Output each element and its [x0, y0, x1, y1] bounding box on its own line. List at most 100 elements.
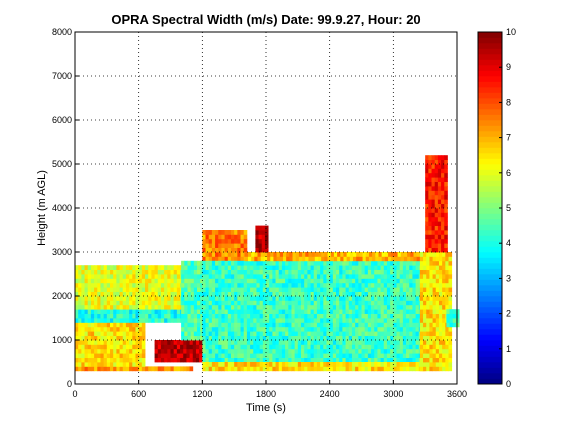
heatmap-cell: [187, 318, 192, 323]
heatmap-cell: [215, 260, 219, 266]
heatmap-cell: [444, 181, 448, 187]
heatmap-cell: [396, 331, 401, 336]
heatmap-cell: [380, 269, 385, 275]
y-tick-label: 4000: [52, 203, 72, 213]
heatmap-cell: [323, 274, 327, 279]
heatmap-cell: [221, 366, 226, 372]
heatmap-cell: [351, 318, 356, 323]
heatmap-cell: [278, 331, 283, 336]
heatmap-cell: [431, 221, 436, 226]
heatmap-cell: [97, 362, 101, 367]
heatmap-cell: [135, 357, 140, 363]
heatmap-cell: [215, 282, 219, 288]
heatmap-cell: [90, 287, 95, 292]
heatmap-cell: [361, 348, 366, 354]
heatmap-cell: [304, 260, 308, 266]
heatmap-cell: [442, 256, 446, 262]
heatmap-cell: [371, 357, 375, 363]
heatmap-cell: [262, 335, 267, 341]
colorbar-segment: [478, 285, 502, 291]
heatmap-cell: [386, 296, 391, 301]
heatmap-cell: [336, 282, 340, 288]
heatmap-cell: [221, 260, 226, 266]
heatmap-cell: [267, 252, 271, 257]
heatmap-cell: [184, 287, 188, 292]
heatmap-cell: [289, 252, 293, 257]
colorbar-segment: [478, 125, 502, 132]
heatmap-cell: [154, 353, 159, 358]
heatmap-cell: [438, 287, 443, 292]
heatmap-cell: [190, 296, 195, 301]
heatmap-cell: [110, 309, 114, 314]
heatmap-cell: [184, 269, 188, 275]
heatmap-cell: [342, 274, 346, 279]
heatmap-cell: [351, 335, 356, 341]
heatmap-cell: [364, 269, 369, 275]
heatmap-cell: [122, 265, 127, 270]
heatmap-cell: [345, 269, 350, 275]
heatmap-cell: [187, 322, 192, 328]
heatmap-cell: [246, 291, 251, 297]
heatmap-cell: [275, 291, 280, 297]
heatmap-cell: [100, 269, 105, 275]
heatmap-cell: [337, 252, 341, 257]
heatmap-cell: [425, 247, 429, 253]
heatmap-cell: [432, 357, 437, 363]
heatmap-cell: [129, 304, 133, 310]
heatmap-cell: [342, 318, 346, 323]
heatmap-cell: [262, 318, 267, 323]
heatmap-cell: [211, 335, 216, 341]
heatmap-cell: [237, 260, 241, 266]
heatmap-cell: [445, 287, 449, 292]
heatmap-cell: [237, 296, 241, 301]
heatmap-cell: [272, 331, 276, 336]
heatmap-cell: [313, 318, 318, 323]
heatmap-cell: [230, 304, 235, 310]
heatmap-cell: [138, 278, 143, 284]
heatmap-cell: [259, 304, 264, 310]
heatmap-cell: [132, 318, 136, 323]
heatmap-cell: [184, 260, 188, 266]
heatmap-cell: [224, 366, 229, 372]
heatmap-cell: [106, 304, 111, 310]
heatmap-cell: [87, 326, 92, 332]
heatmap-cell: [87, 282, 92, 288]
heatmap-cell: [250, 291, 254, 297]
heatmap-cell: [442, 326, 446, 332]
heatmap-cell: [275, 331, 280, 336]
heatmap-cell: [399, 309, 404, 314]
heatmap-cell: [429, 256, 433, 262]
heatmap-cell: [367, 260, 372, 266]
heatmap-cell: [285, 313, 289, 319]
heatmap-cell: [240, 304, 245, 310]
heatmap-cell: [94, 291, 98, 297]
heatmap-cell: [310, 340, 315, 345]
heatmap-cell: [173, 296, 178, 301]
heatmap-cell: [84, 318, 89, 323]
heatmap-cell: [304, 291, 308, 297]
heatmap-cell: [208, 309, 213, 314]
heatmap-cell: [423, 260, 427, 266]
heatmap-cell: [281, 362, 286, 367]
colorbar-tick-label: 2: [506, 309, 511, 319]
heatmap-cell: [167, 269, 171, 275]
heatmap-cell: [383, 287, 388, 292]
heatmap-cell: [301, 260, 305, 266]
heatmap-cell: [297, 362, 302, 367]
heatmap-cell: [94, 344, 98, 350]
heatmap-cell: [323, 269, 327, 275]
heatmap-cell: [434, 155, 439, 160]
heatmap-cell: [301, 296, 305, 301]
heatmap-cell: [176, 344, 181, 350]
heatmap-cell: [307, 291, 311, 297]
heatmap-cell: [434, 181, 439, 187]
heatmap-cell: [211, 300, 216, 306]
heatmap-cell: [358, 265, 362, 270]
heatmap-cell: [202, 353, 206, 358]
heatmap-cell: [200, 287, 204, 292]
heatmap-cell: [380, 278, 385, 284]
heatmap-cell: [256, 278, 261, 284]
heatmap-cell: [281, 282, 286, 288]
heatmap-cell: [272, 326, 276, 332]
heatmap-cell: [176, 357, 181, 363]
